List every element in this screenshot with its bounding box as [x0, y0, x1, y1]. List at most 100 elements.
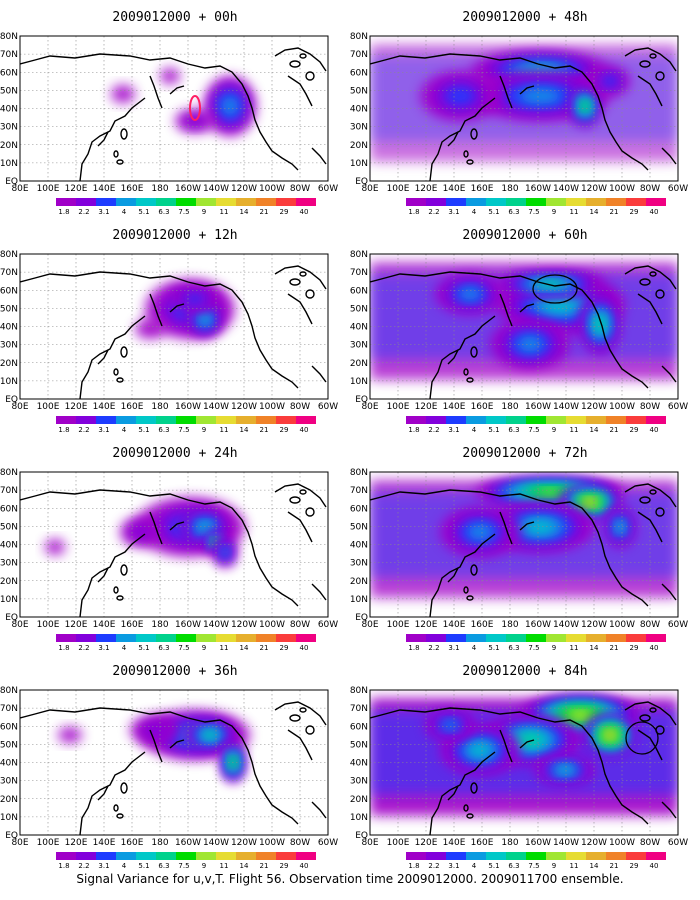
lon-tick-label: 140E	[443, 402, 466, 412]
colorbar-label: 7.5	[528, 208, 539, 216]
colorbar-swatch	[426, 198, 446, 206]
map-panel-p00: 2009012000 + 00h 80E 100E 120E 140E 160E 180 16…	[0, 0, 350, 218]
colorbar-label: 5.1	[488, 644, 499, 652]
colorbar-swatch	[276, 852, 296, 860]
lon-tick-label: 160W	[525, 402, 551, 412]
colorbar-swatch	[586, 852, 606, 860]
lat-tick-label: EQ	[355, 831, 368, 841]
lon-tick-label: 80W	[290, 402, 310, 412]
lon-tick-label: 80E	[11, 184, 28, 194]
lon-tick-label: 100E	[387, 838, 410, 848]
variance-blob	[571, 712, 589, 718]
lon-tick-label: 80W	[640, 402, 660, 412]
lon-tick-label: 100W	[609, 184, 635, 194]
colorbar-swatch	[196, 634, 216, 642]
colorbar-label: 6.3	[158, 208, 169, 216]
colorbar-label: 7.5	[178, 208, 189, 216]
colorbar-label: 21	[610, 208, 619, 216]
lat-tick-label: EQ	[355, 395, 368, 405]
gridlines	[20, 36, 328, 181]
lat-tick-label: 70N	[0, 268, 18, 278]
gridlines	[20, 254, 328, 399]
colorbar-label: 21	[260, 862, 269, 870]
lon-tick-label: 80W	[290, 620, 310, 630]
colorbar-label: 14	[590, 862, 599, 870]
lat-tick-label: 80N	[0, 468, 18, 478]
colorbar-swatch	[626, 416, 646, 424]
lon-tick-label: 100E	[37, 184, 60, 194]
lat-tick-label: 50N	[350, 740, 368, 750]
colorbar-swatch	[256, 198, 276, 206]
lon-tick-label: 120E	[415, 620, 438, 630]
variance-field	[370, 695, 678, 816]
lat-tick-label: 10N	[0, 159, 18, 169]
lat-tick-label: 70N	[0, 704, 18, 714]
gridlines	[20, 472, 328, 617]
colorbar-swatch	[606, 634, 626, 642]
lat-tick-label: EQ	[355, 613, 368, 623]
colorbar-swatch	[236, 634, 256, 642]
colorbar-swatch	[156, 852, 176, 860]
variance-blob	[586, 499, 594, 505]
colorbar-swatch	[426, 416, 446, 424]
lon-tick-label: 100W	[259, 620, 285, 630]
lon-tick-label: 160E	[471, 402, 494, 412]
colorbar-label: 7.5	[178, 644, 189, 652]
lon-tick-label: 80W	[640, 184, 660, 194]
colorbar-label: 14	[240, 426, 249, 434]
lat-tick-label: 80N	[0, 250, 18, 260]
lon-tick-label: 160E	[471, 838, 494, 848]
lat-tick-label: 60N	[350, 286, 368, 296]
colorbar-label: 21	[610, 644, 619, 652]
colorbar-label: 9	[202, 644, 206, 652]
colorbar-label: 29	[280, 644, 289, 652]
colorbar-label: 7.5	[178, 862, 189, 870]
lat-tick-label: 10N	[0, 377, 18, 387]
colorbar-label: 9	[552, 208, 556, 216]
variance-field	[45, 497, 245, 567]
colorbar-label: 5.1	[488, 208, 499, 216]
colorbar-swatch	[156, 634, 176, 642]
panel-title: 2009012000 + 36h	[112, 664, 238, 679]
map-panel-p36: 2009012000 + 36h 80E 100E 120E 140E 160E 180 16…	[0, 654, 350, 872]
colorbar-swatch	[446, 198, 466, 206]
lat-tick-label: 50N	[350, 304, 368, 314]
colorbar-label: 14	[240, 644, 249, 652]
colorbar-label: 3.1	[98, 862, 109, 870]
region-circle	[625, 721, 659, 755]
colorbar-label: 11	[220, 862, 229, 870]
map-svg: 80E 100E 120E 140E 160E 180 160W 140W 120W 100W 80…	[0, 468, 338, 652]
colorbar-swatch	[216, 852, 236, 860]
colorbar-label: 2.2	[428, 208, 439, 216]
colorbar-label: 11	[570, 426, 579, 434]
colorbar-swatch	[586, 634, 606, 642]
variance-blob	[538, 489, 562, 495]
lon-tick-label: 160E	[471, 184, 494, 194]
lon-tick-label: 100W	[609, 620, 635, 630]
map-frame	[19, 253, 329, 400]
gridlines	[20, 690, 328, 835]
colorbar-swatch	[96, 634, 116, 642]
map-frame	[369, 689, 679, 836]
lat-tick-label: 30N	[350, 341, 368, 351]
colorbar-swatch	[486, 852, 506, 860]
lon-tick-label: 160W	[525, 184, 551, 194]
colorbar-label: 21	[610, 426, 619, 434]
map-svg: 80E 100E 120E 140E 160E 180 160W 140W 120W 100W 80…	[350, 250, 688, 434]
lat-tick-label: 10N	[0, 813, 18, 823]
lat-tick-label: 80N	[350, 250, 368, 260]
colorbar-swatch	[136, 416, 156, 424]
colorbar-swatch	[566, 852, 586, 860]
colorbar-swatch	[176, 634, 196, 642]
colorbar-label: 7.5	[528, 644, 539, 652]
variance-blob	[185, 294, 205, 304]
lon-tick-label: 100E	[37, 402, 60, 412]
colorbar-swatch	[196, 198, 216, 206]
colorbar-label: 29	[280, 208, 289, 216]
lon-tick-label: 160E	[121, 402, 144, 412]
variance-blob	[602, 75, 618, 87]
lat-tick-label: 50N	[0, 522, 18, 532]
map-panel-p60: 2009012000 + 60h 80E 100E 120E 140E 160E 180 16…	[350, 218, 700, 436]
colorbar-swatch	[236, 198, 256, 206]
colorbar-swatch	[216, 198, 236, 206]
